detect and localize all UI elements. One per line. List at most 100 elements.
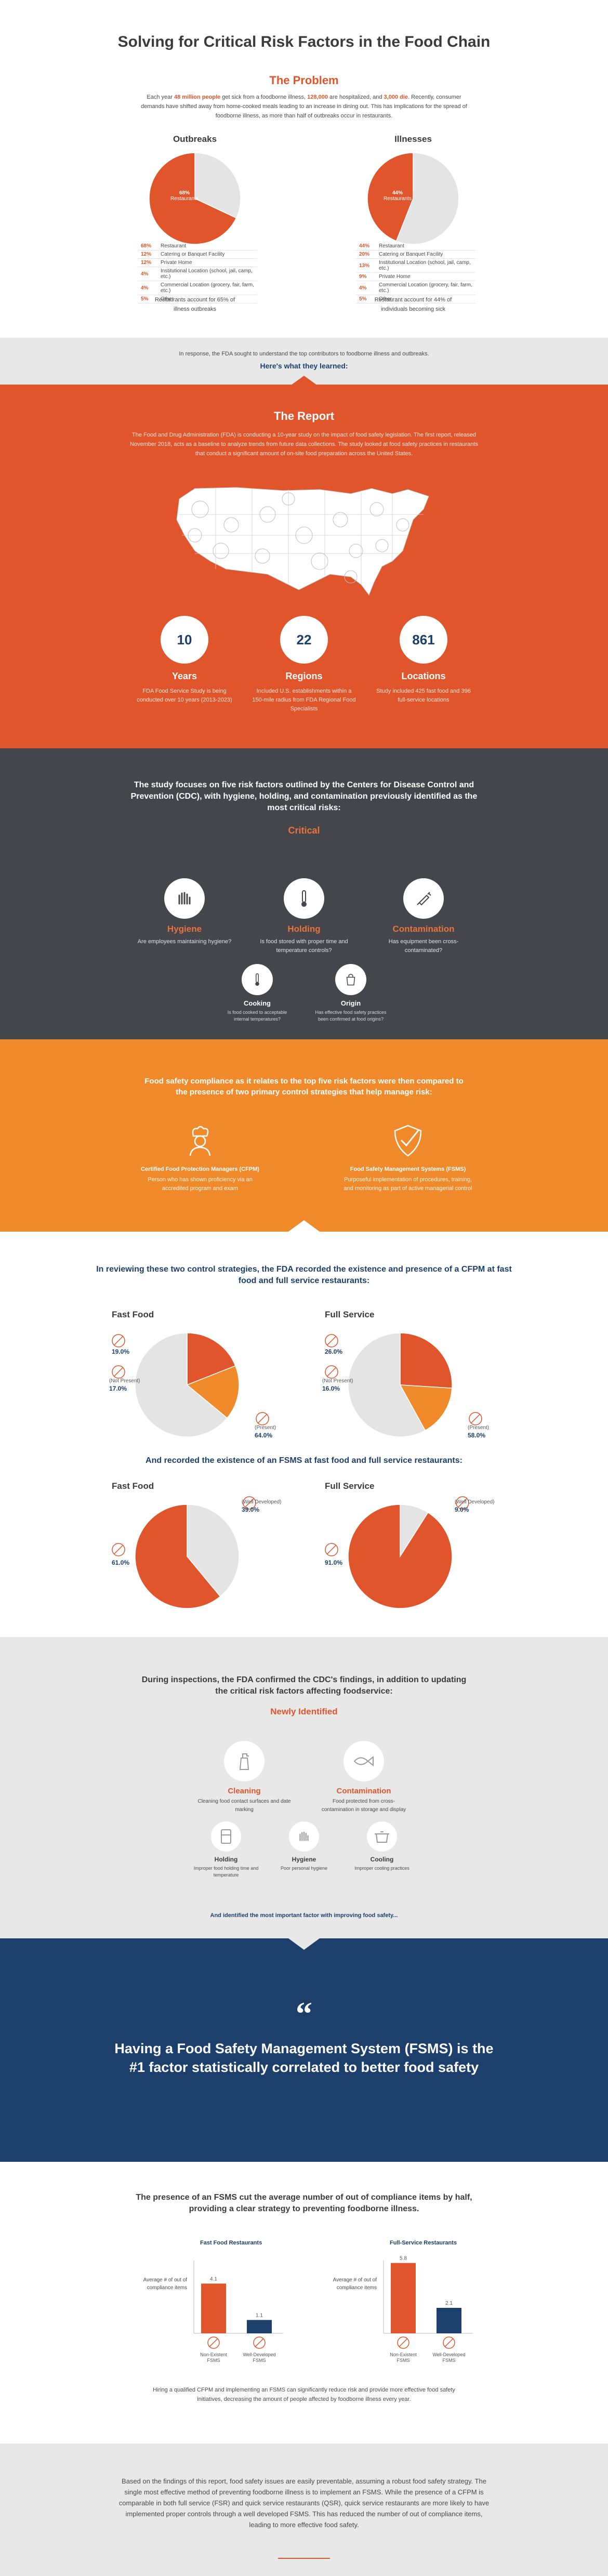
cfpm-section: In reviewing these two control strategie… — [0, 1232, 608, 1637]
inspections-footer: And identified the most important factor… — [210, 1912, 398, 1919]
risks-intro: The study focuses on five risk factors o… — [130, 781, 478, 812]
stat-regions: 22 Regions Included U.S. establishments … — [252, 616, 356, 714]
outbreaks-caption: Restaurants account for 65% of illness o… — [154, 297, 235, 312]
outbreaks-legend-pct: 12% — [138, 258, 157, 267]
other-holding-label: Holding — [214, 1856, 238, 1863]
cfpm-full-label-0: 26.0% — [325, 1348, 343, 1355]
bar-fast-ylabel: Average # of out of compliance items — [143, 2277, 187, 2291]
no-icon-slash — [471, 1414, 480, 1423]
bar-full-category-0: Non-Existent FSMS — [390, 2352, 417, 2363]
other-hygiene: Hygiene Poor personal hygiene — [270, 1821, 338, 1879]
strategy-cfpm: Certified Food Protection Managers (CFPM… — [122, 1122, 278, 1193]
fsms-heading: And recorded the existence of an FSMS at… — [146, 1456, 462, 1465]
fsms-fast-label-0: (Well Developed) 39.0% — [242, 1499, 282, 1513]
other-holding: Holding Improper food holding time and t… — [192, 1821, 260, 1879]
outbreaks-legend-row: 68% Restaurant — [138, 242, 257, 250]
risk-holding: Holding Is food stored with proper time … — [252, 878, 356, 955]
cfpm-fast-pie — [112, 1332, 269, 1437]
fsms-full-label-0: (Well Developed) 9.0% — [455, 1499, 495, 1513]
stat-locations-text: Study included 425 fast food and 396 ful… — [376, 688, 471, 703]
no-icon-slash — [255, 2338, 264, 2347]
illnesses-legend-row: 5% Other — [356, 295, 475, 303]
fsms-cut-section: The presence of an FSMS cut the average … — [0, 2162, 608, 2443]
illnesses-legend-row: 20% Catering or Banquet Facility — [356, 250, 475, 259]
problem-intro: Each year 48 million people get sick fro… — [141, 94, 467, 119]
key-factor-section: “ Having a Food Safety Management System… — [0, 1938, 608, 2162]
cfpm-full-pie-slice-0 — [400, 1332, 453, 1389]
no-icon-slash — [327, 1367, 336, 1377]
illnesses-legend-label: Other — [376, 295, 475, 303]
page-title: Solving for Critical Risk Factors in the… — [117, 33, 491, 50]
risk-hygiene-label: Hygiene — [167, 924, 202, 934]
outbreaks-legend-row: 4% Commercial Location (grocery, fair, fa… — [138, 281, 257, 295]
divider — [278, 2558, 330, 2559]
fsms-fast-pie — [112, 1496, 256, 1609]
illnesses-legend-pct: 9% — [356, 272, 376, 281]
cfpm-fast-pie-slice-0 — [187, 1332, 236, 1386]
stat-regions-text: Included U.S. establishments within a 15… — [252, 688, 356, 712]
stat-locations-value: 861 — [400, 616, 447, 664]
quote-icon: “ — [296, 1995, 312, 2032]
problem-heading: The Problem — [269, 74, 339, 87]
conclusion-section: Based on the findings of this report, fo… — [0, 2443, 608, 2576]
chef-icon — [189, 1126, 211, 1156]
risk-origin: Origin Has effective food safety practic… — [314, 964, 387, 1023]
no-icon-slash — [458, 1498, 467, 1508]
no-icon-slash — [114, 1336, 123, 1345]
fsms-full-title: Full Service — [325, 1481, 375, 1491]
bar-fast-category-1: Well-Developed FSMS — [243, 2352, 275, 2363]
chevron-down-icon — [288, 1938, 320, 1950]
risk-contamination-label: Contamination — [392, 924, 455, 934]
bar-full-ylabel: Average # of out of compliance items — [333, 2277, 377, 2291]
fsms-cut-heading: The presence of an FSMS cut the average … — [136, 2193, 472, 2213]
outbreaks-legend-label: Private Home — [157, 258, 257, 267]
cfpm-full-label-1: (Not Present) 16.0% — [322, 1378, 353, 1392]
grocery-bag-icon — [335, 964, 366, 995]
other-cooling-label: Cooling — [370, 1856, 394, 1863]
cfpm-heading: In reviewing these two control strategie… — [96, 1265, 512, 1285]
no-icon-slash — [114, 1367, 123, 1377]
cfpm-full-pie — [325, 1332, 482, 1437]
new-contamination: Contamination Food protected from cross-… — [317, 1741, 411, 1814]
fsms-full-pie — [325, 1496, 469, 1609]
report-text: The Food and Drug Administration (FDA) i… — [130, 432, 478, 457]
illnesses-chart: Illnesses 44% Restaurants — [356, 134, 470, 250]
conclusion-text: Based on the findings of this report, fo… — [118, 2477, 490, 2529]
stat-years-title: Years — [171, 671, 197, 681]
no-icon-slash — [209, 2338, 218, 2347]
cfpm-fast-label-1: (Not Present) 17.0% — [109, 1378, 140, 1392]
cfpm-fast-pie-slice-1 — [186, 1365, 240, 1419]
illnesses-legend-row: 13% Institutional Location (school, jail,… — [356, 258, 475, 273]
illnesses-legend: 44% Restaurant 20% Catering or Banquet Faci… — [356, 242, 475, 303]
outbreaks-legend-pct: 5% — [138, 295, 157, 303]
other-holding-text: Improper food holding time and temperatu… — [193, 1866, 259, 1878]
inspections-intro: During inspections, the FDA confirmed th… — [141, 1675, 467, 1696]
illnesses-title: Illnesses — [394, 134, 432, 144]
other-items: Holding Improper food holding time and t… — [192, 1821, 416, 1879]
shield-check-icon — [394, 1125, 422, 1157]
illnesses-center-label: 44% Restaurants — [384, 190, 412, 202]
fsms-full-label-1: 91.0% — [325, 1559, 343, 1566]
cfpm-fast-pie-slice-2 — [135, 1332, 228, 1437]
new-contamination-text: Food protected from cross-contamination … — [321, 1799, 406, 1813]
stat-years: 10 Years FDA Food Service Study is being… — [133, 616, 236, 714]
illnesses-legend-pct: 44% — [356, 242, 376, 250]
fish-icon — [343, 1741, 384, 1781]
illnesses-legend-pct: 4% — [356, 281, 376, 295]
outbreaks-legend: 68% Restaurant 12% Catering or Banquet Faci… — [138, 242, 257, 303]
outbreaks-legend-row: 4% Institutional Location (school, jail, … — [138, 267, 257, 281]
no-icon-slash — [327, 1336, 336, 1345]
illnesses-legend-row: 9% Private Home — [356, 272, 475, 281]
outbreaks-legend-label: Institutional Location (school, jail, ca… — [157, 267, 257, 281]
bar-fast-value-0: 4.1 — [210, 2276, 217, 2282]
new-label: Newly Identified — [270, 1707, 338, 1716]
strategy-fsms-text: Purposeful implementation of procedures,… — [343, 1177, 472, 1192]
outbreaks-legend-pct: 4% — [138, 267, 157, 281]
illnesses-legend-label: Commercial Location (grocery, fair, farm… — [376, 281, 475, 295]
illnesses-legend-pct: 13% — [356, 258, 376, 273]
outbreaks-pie — [149, 152, 241, 245]
cfpm-full-pie-slice-2 — [348, 1332, 426, 1437]
illnesses-legend-row: 44% Restaurant — [356, 242, 475, 250]
stat-years-value: 10 — [161, 616, 208, 664]
thermometer-icon — [242, 964, 273, 995]
